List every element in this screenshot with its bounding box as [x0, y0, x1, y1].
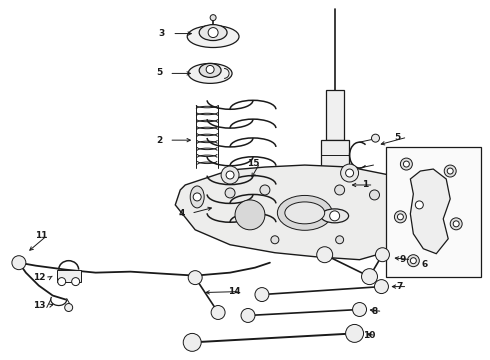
Polygon shape [326, 90, 343, 140]
Text: 10: 10 [363, 331, 375, 340]
Circle shape [375, 248, 390, 262]
Circle shape [374, 280, 389, 293]
Ellipse shape [188, 63, 232, 84]
Circle shape [225, 188, 235, 198]
Circle shape [407, 255, 419, 267]
Text: 6: 6 [421, 260, 427, 269]
Ellipse shape [321, 209, 348, 223]
Text: 13: 13 [33, 301, 45, 310]
Circle shape [400, 158, 413, 170]
Circle shape [341, 164, 359, 182]
Circle shape [188, 271, 202, 285]
Text: 7: 7 [396, 282, 403, 291]
Circle shape [369, 190, 379, 200]
Text: 3: 3 [158, 29, 165, 38]
Circle shape [235, 200, 265, 230]
Circle shape [206, 66, 214, 73]
Circle shape [193, 193, 201, 201]
Circle shape [345, 324, 364, 342]
Ellipse shape [413, 194, 426, 216]
Circle shape [450, 218, 462, 230]
Ellipse shape [199, 24, 227, 41]
Polygon shape [321, 140, 348, 210]
Circle shape [65, 303, 73, 311]
Circle shape [183, 333, 201, 351]
Text: 11: 11 [35, 231, 48, 240]
Circle shape [12, 256, 26, 270]
Text: 5: 5 [156, 68, 163, 77]
Circle shape [453, 221, 459, 227]
Text: 1: 1 [362, 180, 368, 189]
Polygon shape [57, 270, 81, 282]
Text: 14: 14 [228, 287, 241, 296]
Text: 12: 12 [33, 273, 45, 282]
Circle shape [345, 169, 354, 177]
Circle shape [336, 236, 343, 244]
Circle shape [353, 302, 367, 316]
Circle shape [241, 309, 255, 323]
Polygon shape [175, 165, 432, 260]
Text: 2: 2 [156, 136, 163, 145]
Circle shape [362, 269, 377, 285]
Text: 5: 5 [394, 133, 401, 142]
Circle shape [444, 165, 456, 177]
Circle shape [58, 278, 66, 285]
Ellipse shape [277, 195, 332, 230]
Circle shape [394, 211, 406, 223]
Circle shape [330, 211, 340, 221]
Polygon shape [410, 169, 450, 254]
Circle shape [403, 161, 409, 167]
Ellipse shape [190, 186, 204, 208]
Bar [387, 147, 481, 276]
Circle shape [416, 201, 423, 209]
Circle shape [397, 214, 403, 220]
Text: 15: 15 [247, 158, 260, 167]
Circle shape [410, 258, 416, 264]
Circle shape [221, 166, 239, 184]
Ellipse shape [187, 26, 239, 48]
Circle shape [317, 247, 333, 263]
Circle shape [447, 168, 453, 174]
Text: 9: 9 [399, 255, 406, 264]
Text: 4: 4 [178, 209, 185, 218]
Circle shape [226, 171, 234, 179]
Text: 8: 8 [371, 307, 378, 316]
Circle shape [255, 288, 269, 302]
Circle shape [211, 306, 225, 319]
Circle shape [72, 278, 80, 285]
Circle shape [210, 15, 216, 21]
Circle shape [260, 185, 270, 195]
Circle shape [371, 134, 379, 142]
Ellipse shape [285, 202, 325, 224]
Circle shape [335, 185, 344, 195]
Circle shape [208, 28, 218, 37]
Circle shape [271, 236, 279, 244]
Ellipse shape [199, 63, 221, 77]
